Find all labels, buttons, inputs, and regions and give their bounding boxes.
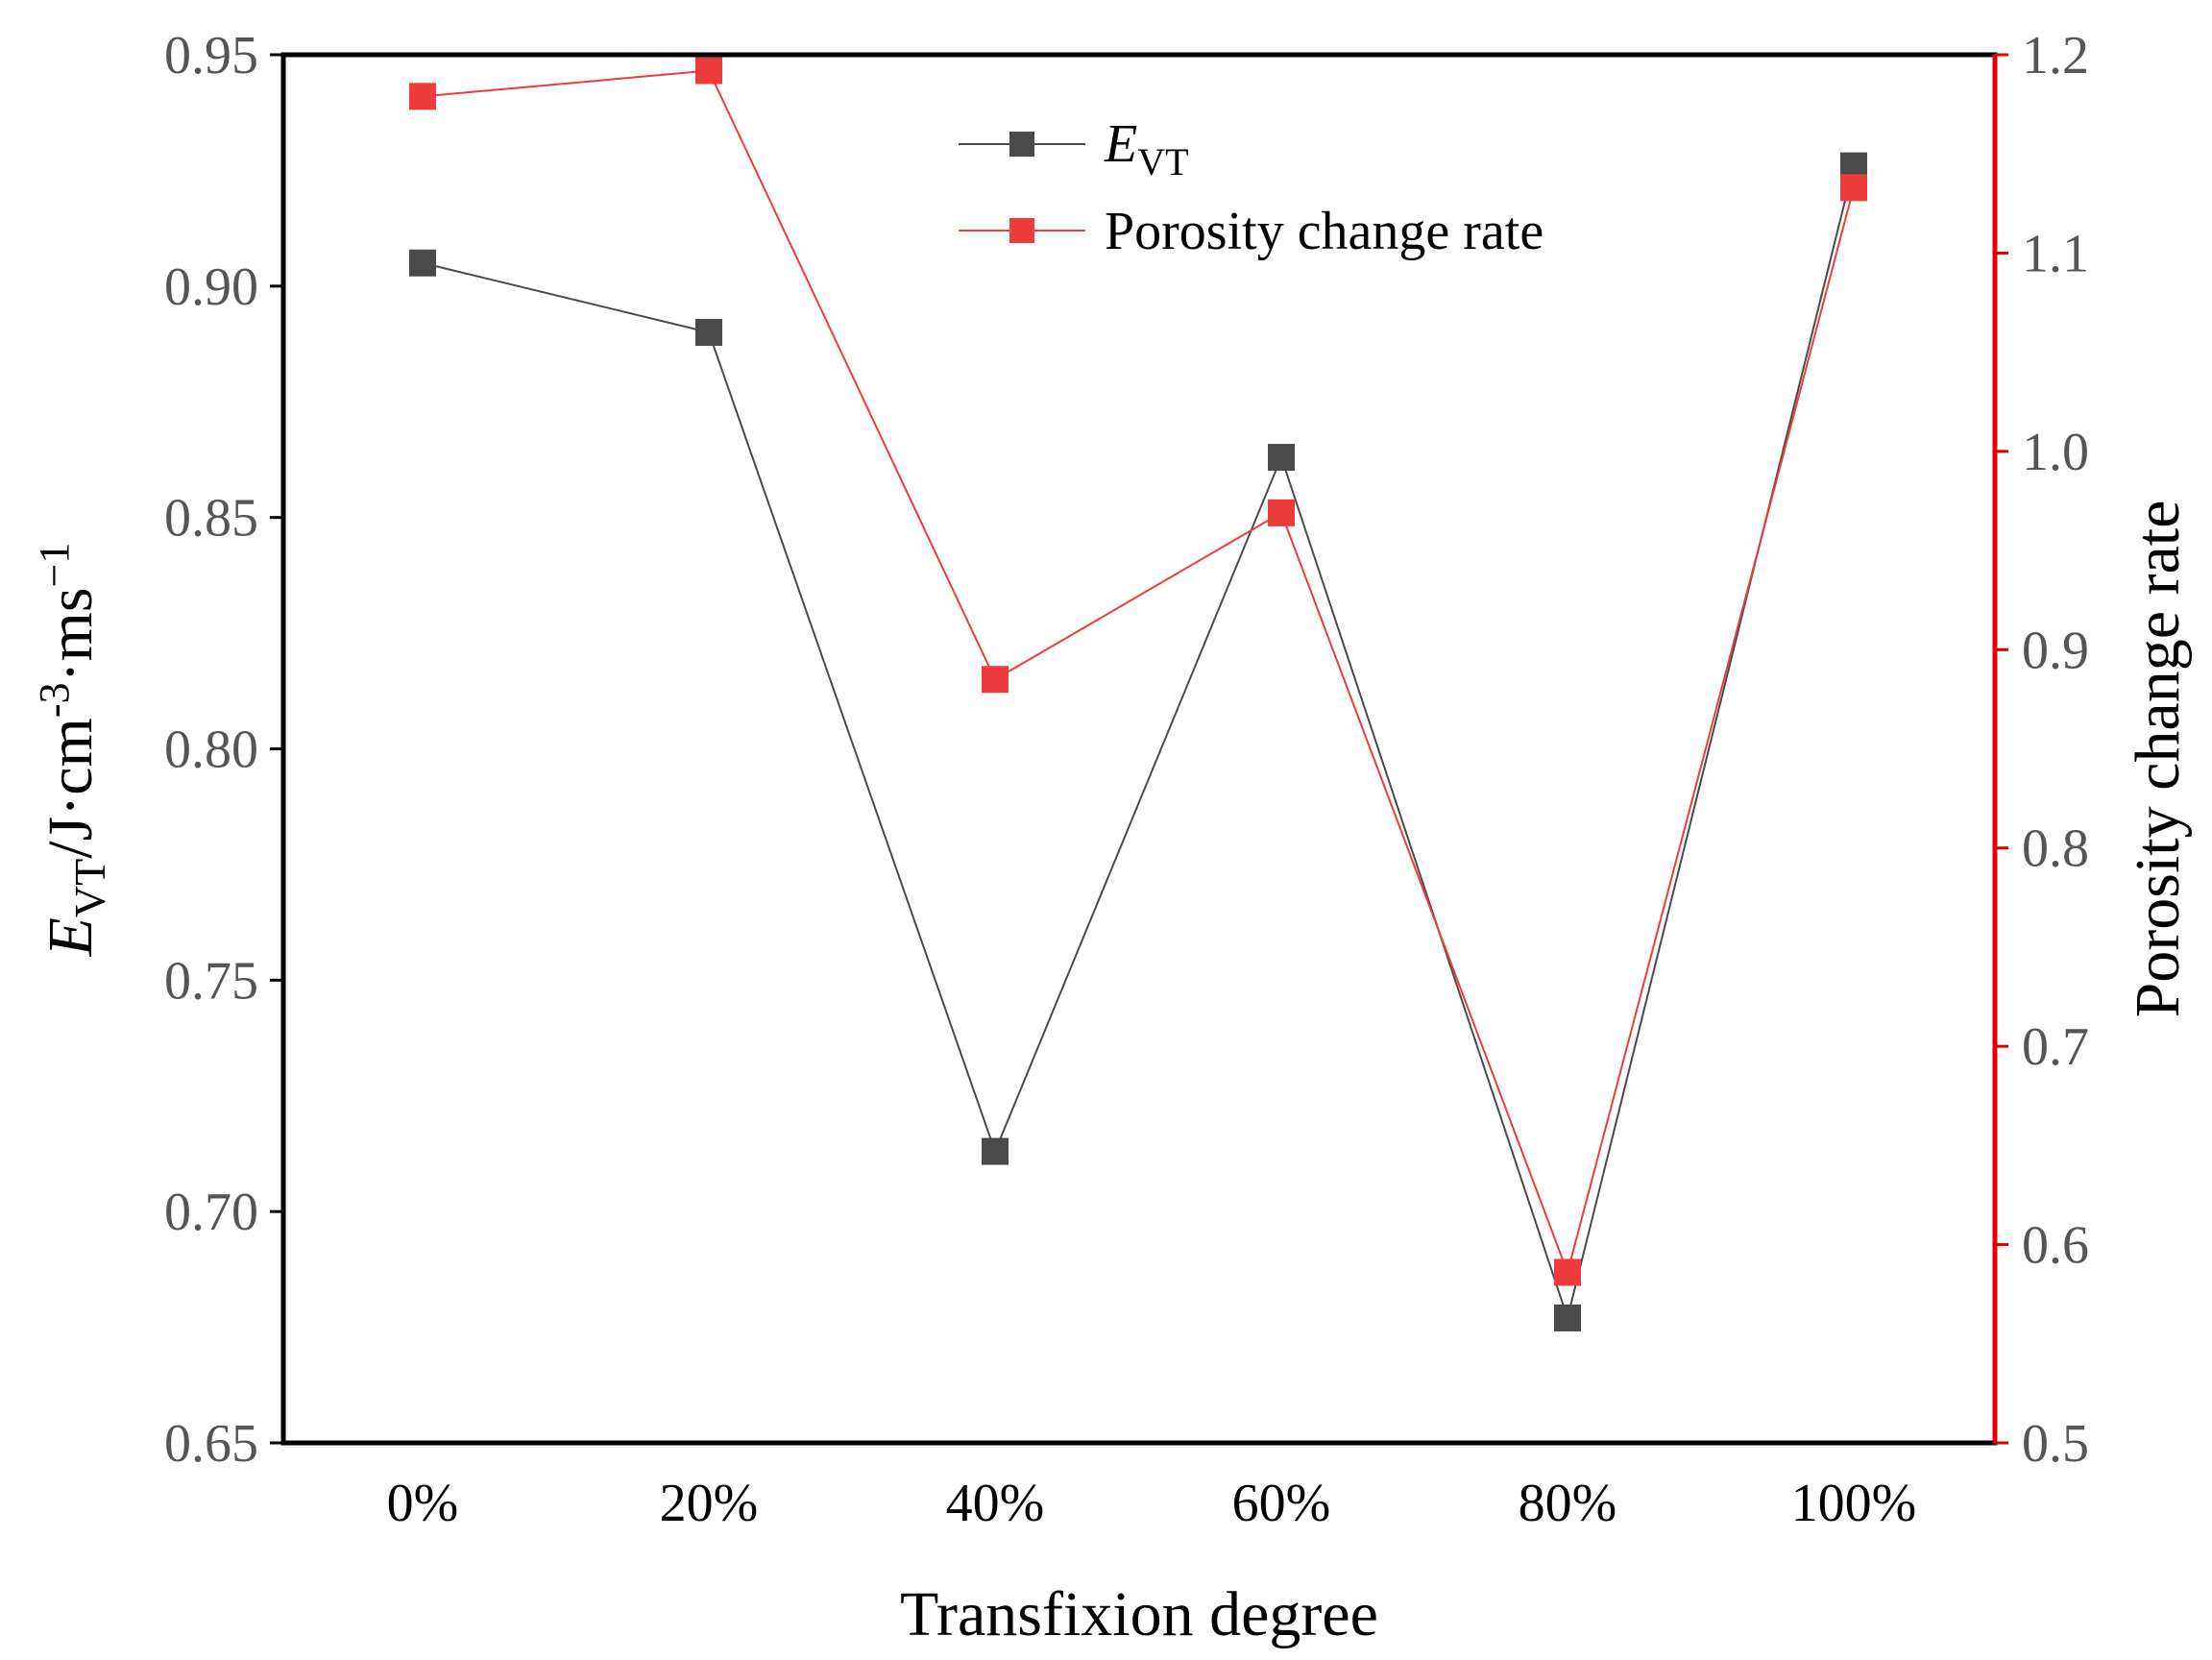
x-tick-label: 0% bbox=[387, 1474, 459, 1533]
x-axis-label: Transfixion degree bbox=[900, 1579, 1378, 1649]
left-axis-label-sub: VT bbox=[65, 859, 114, 917]
series-0-point bbox=[695, 319, 722, 346]
plot-frame bbox=[280, 52, 1998, 1446]
left-axis-label-main: E bbox=[36, 917, 106, 957]
right-tick-label: 0.7 bbox=[2022, 1017, 2089, 1077]
series-line-0 bbox=[422, 165, 1855, 1322]
right-tick-label: 1.2 bbox=[2022, 26, 2089, 85]
left-tick-label: 0.75 bbox=[164, 951, 258, 1011]
left-tick-label: 0.80 bbox=[164, 720, 258, 780]
right-tick-label: 1.1 bbox=[2022, 224, 2089, 283]
x-tick-label: 20% bbox=[660, 1474, 759, 1533]
left-axis-label: EVT/J·cm-3·ms−1 bbox=[31, 543, 114, 958]
left-tick-label: 0.70 bbox=[164, 1183, 258, 1242]
series-1-point bbox=[1554, 1258, 1581, 1286]
x-tick-label: 80% bbox=[1519, 1474, 1617, 1533]
right-axis-ticks: 0.5 0.6 0.7 0.8 0.9 1.0 1.1 1.2 bbox=[1995, 26, 2089, 1474]
right-tick-label: 0.9 bbox=[2022, 621, 2089, 680]
series-0-point bbox=[1554, 1304, 1581, 1331]
right-tick-label: 1.0 bbox=[2022, 423, 2089, 482]
series-line-1 bbox=[422, 69, 1855, 1276]
x-tick-label: 40% bbox=[946, 1474, 1045, 1533]
legend: EVT Porosity change rate bbox=[959, 114, 1544, 261]
legend-marker-porosity bbox=[1009, 218, 1034, 243]
x-tick-label: 100% bbox=[1791, 1474, 1917, 1533]
legend-marker-evt bbox=[1009, 132, 1034, 157]
series-0-point bbox=[1268, 444, 1295, 472]
series-0-point bbox=[982, 1137, 1009, 1165]
legend-label-evt-sub: VT bbox=[1137, 140, 1188, 183]
left-axis-label-mid: /J·cm bbox=[36, 718, 106, 859]
left-tick-label: 0.90 bbox=[164, 257, 258, 317]
series-1-point bbox=[1840, 174, 1867, 202]
series-1-point bbox=[982, 666, 1009, 694]
series-1-point bbox=[409, 83, 436, 110]
series-layer bbox=[409, 57, 1867, 1331]
left-axis-label-sup1: -3 bbox=[31, 682, 78, 718]
right-tick-label: 0.8 bbox=[2022, 819, 2089, 879]
left-tick-label: 0.65 bbox=[164, 1414, 258, 1474]
x-tick-label: 60% bbox=[1232, 1474, 1331, 1533]
series-1-point bbox=[695, 57, 722, 85]
left-tick-label: 0.85 bbox=[164, 489, 258, 549]
left-tick-label: 0.95 bbox=[164, 26, 258, 85]
left-axis-label-mid2: ·ms bbox=[36, 587, 106, 682]
right-tick-label: 0.6 bbox=[2022, 1216, 2089, 1276]
left-axis-ticks: 0.65 0.70 0.75 0.80 0.85 0.90 0.95 bbox=[164, 26, 283, 1474]
right-tick-label: 0.5 bbox=[2022, 1414, 2089, 1474]
series-1-point bbox=[1268, 499, 1295, 526]
legend-label-porosity: Porosity change rate bbox=[1105, 202, 1544, 261]
legend-label-evt: EVT bbox=[1104, 114, 1189, 183]
left-axis-label-sup2: −1 bbox=[31, 543, 78, 588]
legend-label-evt-main: E bbox=[1104, 114, 1137, 174]
x-axis-ticks: 0% 20% 40% 60% 80% 100% bbox=[387, 1474, 1917, 1533]
right-axis-label: Porosity change rate bbox=[2123, 500, 2193, 1018]
series-0-point bbox=[409, 249, 436, 277]
